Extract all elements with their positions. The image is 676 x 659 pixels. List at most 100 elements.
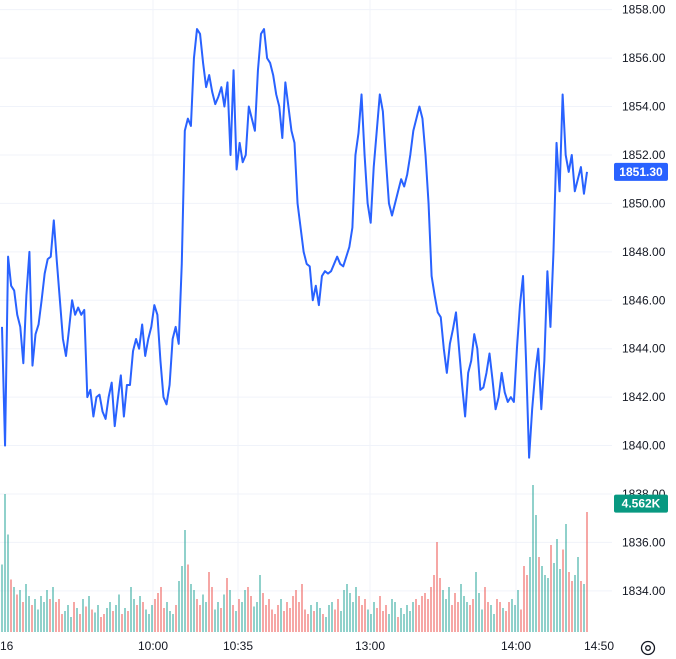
- volume-bar: [229, 590, 231, 632]
- volume-bar: [283, 611, 285, 632]
- volume-bar: [184, 530, 186, 632]
- y-tick-label: 1836.00: [622, 535, 666, 549]
- gear-icon[interactable]: [640, 640, 656, 656]
- volume-bar: [214, 609, 216, 632]
- volume-bar: [193, 590, 195, 632]
- volume-bar: [295, 590, 297, 632]
- volume-bar: [223, 594, 225, 632]
- volume-bar: [388, 614, 390, 632]
- volume-bar: [52, 587, 54, 632]
- volume-bar: [28, 596, 30, 632]
- volume-bar: [7, 534, 9, 632]
- y-tick-label: 1842.00: [622, 390, 666, 404]
- volume-bar: [40, 596, 42, 632]
- volume-bar: [292, 596, 294, 632]
- volume-bar: [340, 611, 342, 632]
- y-tick-label: 1850.00: [622, 196, 666, 210]
- volume-bar: [571, 581, 573, 632]
- volume-bar: [415, 599, 417, 632]
- volume-bar: [499, 602, 501, 632]
- volume-bar: [532, 485, 534, 632]
- volume-bar: [400, 608, 402, 632]
- volume-bar: [481, 609, 483, 632]
- volume-bar: [490, 605, 492, 632]
- volume-bar: [277, 605, 279, 632]
- volume-bar: [268, 599, 270, 632]
- volume-bar: [307, 614, 309, 632]
- volume-bar: [67, 605, 69, 632]
- volume-bar: [298, 602, 300, 632]
- volume-bar: [364, 599, 366, 632]
- volume-bar: [463, 596, 465, 632]
- volume-bar: [577, 557, 579, 632]
- volume-bar: [454, 593, 456, 632]
- volume-bar: [346, 584, 348, 632]
- volume-bar: [517, 590, 519, 632]
- price-line: [1, 28, 588, 459]
- volume-bar: [553, 563, 555, 632]
- volume-bar: [13, 587, 15, 632]
- volume-bars: [1, 485, 588, 632]
- time-axis[interactable]: 16 10:00 10:35 13:00 14:00 14:50: [0, 639, 614, 653]
- volume-bar: [259, 575, 261, 632]
- last-price-badge: 1851.30: [614, 162, 668, 181]
- volume-bar: [103, 614, 105, 632]
- volume-bar: [205, 602, 207, 632]
- volume-bar: [418, 605, 420, 632]
- volume-bar: [349, 593, 351, 632]
- volume-bar: [412, 602, 414, 632]
- volume-bar: [541, 566, 543, 632]
- volume-bar: [313, 611, 315, 632]
- volume-bar: [187, 564, 189, 632]
- volume-bar: [547, 578, 549, 632]
- volume-bar: [334, 609, 336, 632]
- volume-bar: [331, 602, 333, 632]
- volume-bar: [502, 608, 504, 632]
- volume-bar: [508, 602, 510, 632]
- y-tick-label: 1846.00: [622, 293, 666, 307]
- volume-bar: [163, 608, 165, 632]
- volume-bar: [574, 575, 576, 632]
- volume-badge: 4.562K: [614, 494, 668, 513]
- volume-bar: [337, 599, 339, 632]
- volume-bar: [484, 587, 486, 632]
- volume-bar: [544, 575, 546, 632]
- volume-bar: [445, 599, 447, 632]
- volume-bar: [1, 564, 3, 632]
- volume-bar: [460, 584, 462, 632]
- volume-bar: [64, 611, 66, 632]
- volume-bar: [217, 602, 219, 632]
- volume-bar: [316, 602, 318, 632]
- volume-bar: [10, 579, 12, 632]
- volume-bar: [565, 524, 567, 632]
- volume-bar: [586, 512, 588, 632]
- volume-bar: [427, 599, 429, 632]
- y-tick-label: 1834.00: [622, 584, 666, 598]
- volume-bar: [109, 602, 111, 632]
- volume-bar: [142, 602, 144, 632]
- volume-bar: [271, 609, 273, 632]
- volume-bar: [49, 599, 51, 632]
- volume-bar: [34, 599, 36, 632]
- volume-bar: [31, 605, 33, 632]
- volume-bar: [505, 611, 507, 632]
- price-axis[interactable]: 1858.00 1856.00 1854.00 1852.00 1850.00 1848.…: [622, 3, 666, 598]
- volume-bar: [25, 584, 27, 632]
- volume-bar: [265, 605, 267, 632]
- volume-bar: [466, 602, 468, 632]
- volume-bar: [430, 587, 432, 632]
- volume-bar: [514, 605, 516, 632]
- x-tick-label: 14:00: [501, 639, 531, 653]
- volume-bar: [451, 605, 453, 632]
- volume-bar: [121, 614, 123, 632]
- volume-bar: [253, 606, 255, 632]
- volume-bar: [37, 609, 39, 632]
- volume-bar: [496, 599, 498, 632]
- volume-bar: [391, 599, 393, 632]
- volume-bar: [232, 605, 234, 632]
- volume-bar: [79, 614, 81, 632]
- volume-bar: [394, 602, 396, 632]
- volume-bar: [97, 605, 99, 632]
- volume-bar: [154, 599, 156, 632]
